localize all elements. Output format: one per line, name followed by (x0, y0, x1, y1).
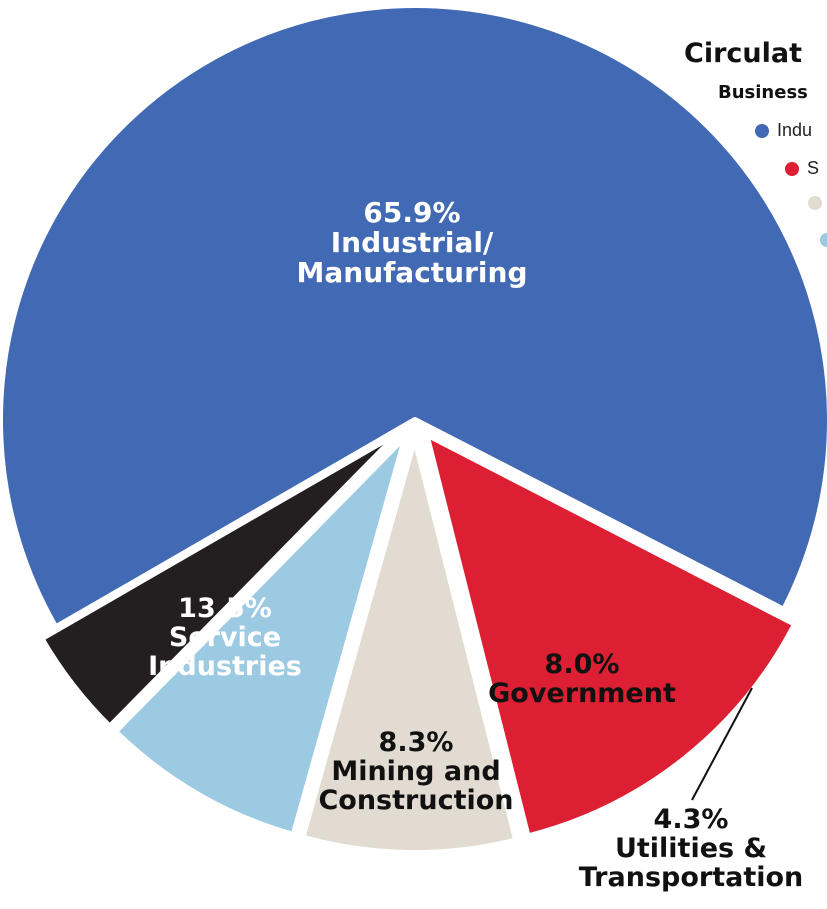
slice-name-mining-2: Construction (318, 785, 514, 817)
legend-label-industrial: Indu (777, 120, 813, 140)
legend-dot-mining (808, 196, 822, 210)
slice-label-mining: 8.3% Mining and Construction (292, 727, 540, 817)
slice-name-government-1: Government (488, 678, 676, 710)
slice-name-utilities-2: Transportation (578, 862, 804, 894)
slice-name-utilities-1: Utilities & (614, 833, 768, 865)
pie-slice-government (111, 432, 409, 839)
legend-dot-government (820, 233, 827, 247)
legend-title: Circulat (684, 38, 802, 69)
pie-slice-industrial (0, 2, 827, 631)
legend-item-government (820, 233, 827, 247)
slice-name-industrial-2: Manufacturing (296, 256, 528, 290)
slice-name-industrial-1: Industrial/ (330, 226, 494, 260)
legend-dot-service (785, 161, 799, 176)
slice-label-service: 13.5% Service Industries (120, 593, 330, 683)
legend-item-mining (808, 196, 827, 210)
slice-label-utilities: 4.3% Utilities & Transportation (560, 804, 822, 894)
legend-item-industrial: Indu (755, 120, 812, 141)
legend-item-service: S (785, 158, 819, 179)
legend-subtitle: Business (718, 82, 808, 103)
pie-slice-service (423, 431, 799, 840)
slice-name-mining-1: Mining and (331, 756, 501, 788)
slice-pct-mining: 8.3% (378, 727, 454, 758)
legend-dot-industrial (755, 123, 769, 138)
slice-label-industrial: 65.9% Industrial/ Manufacturing (262, 196, 562, 290)
pie-slice-mining (299, 434, 520, 856)
slice-label-government: 8.0% Government (462, 650, 702, 708)
utilities-leader-line (691, 687, 753, 801)
slice-name-service-2: Industries (148, 651, 302, 683)
slice-pct-government: 8.0% (544, 649, 620, 680)
pie-slice-utilities (38, 428, 404, 730)
legend-label-service: S (807, 158, 820, 178)
slice-pct-industrial: 65.9% (363, 196, 461, 229)
slice-pct-service: 13.5% (178, 593, 272, 624)
pie-slices (0, 2, 827, 856)
slice-pct-utilities: 4.3% (653, 804, 729, 835)
slice-name-service-1: Service (168, 622, 282, 654)
